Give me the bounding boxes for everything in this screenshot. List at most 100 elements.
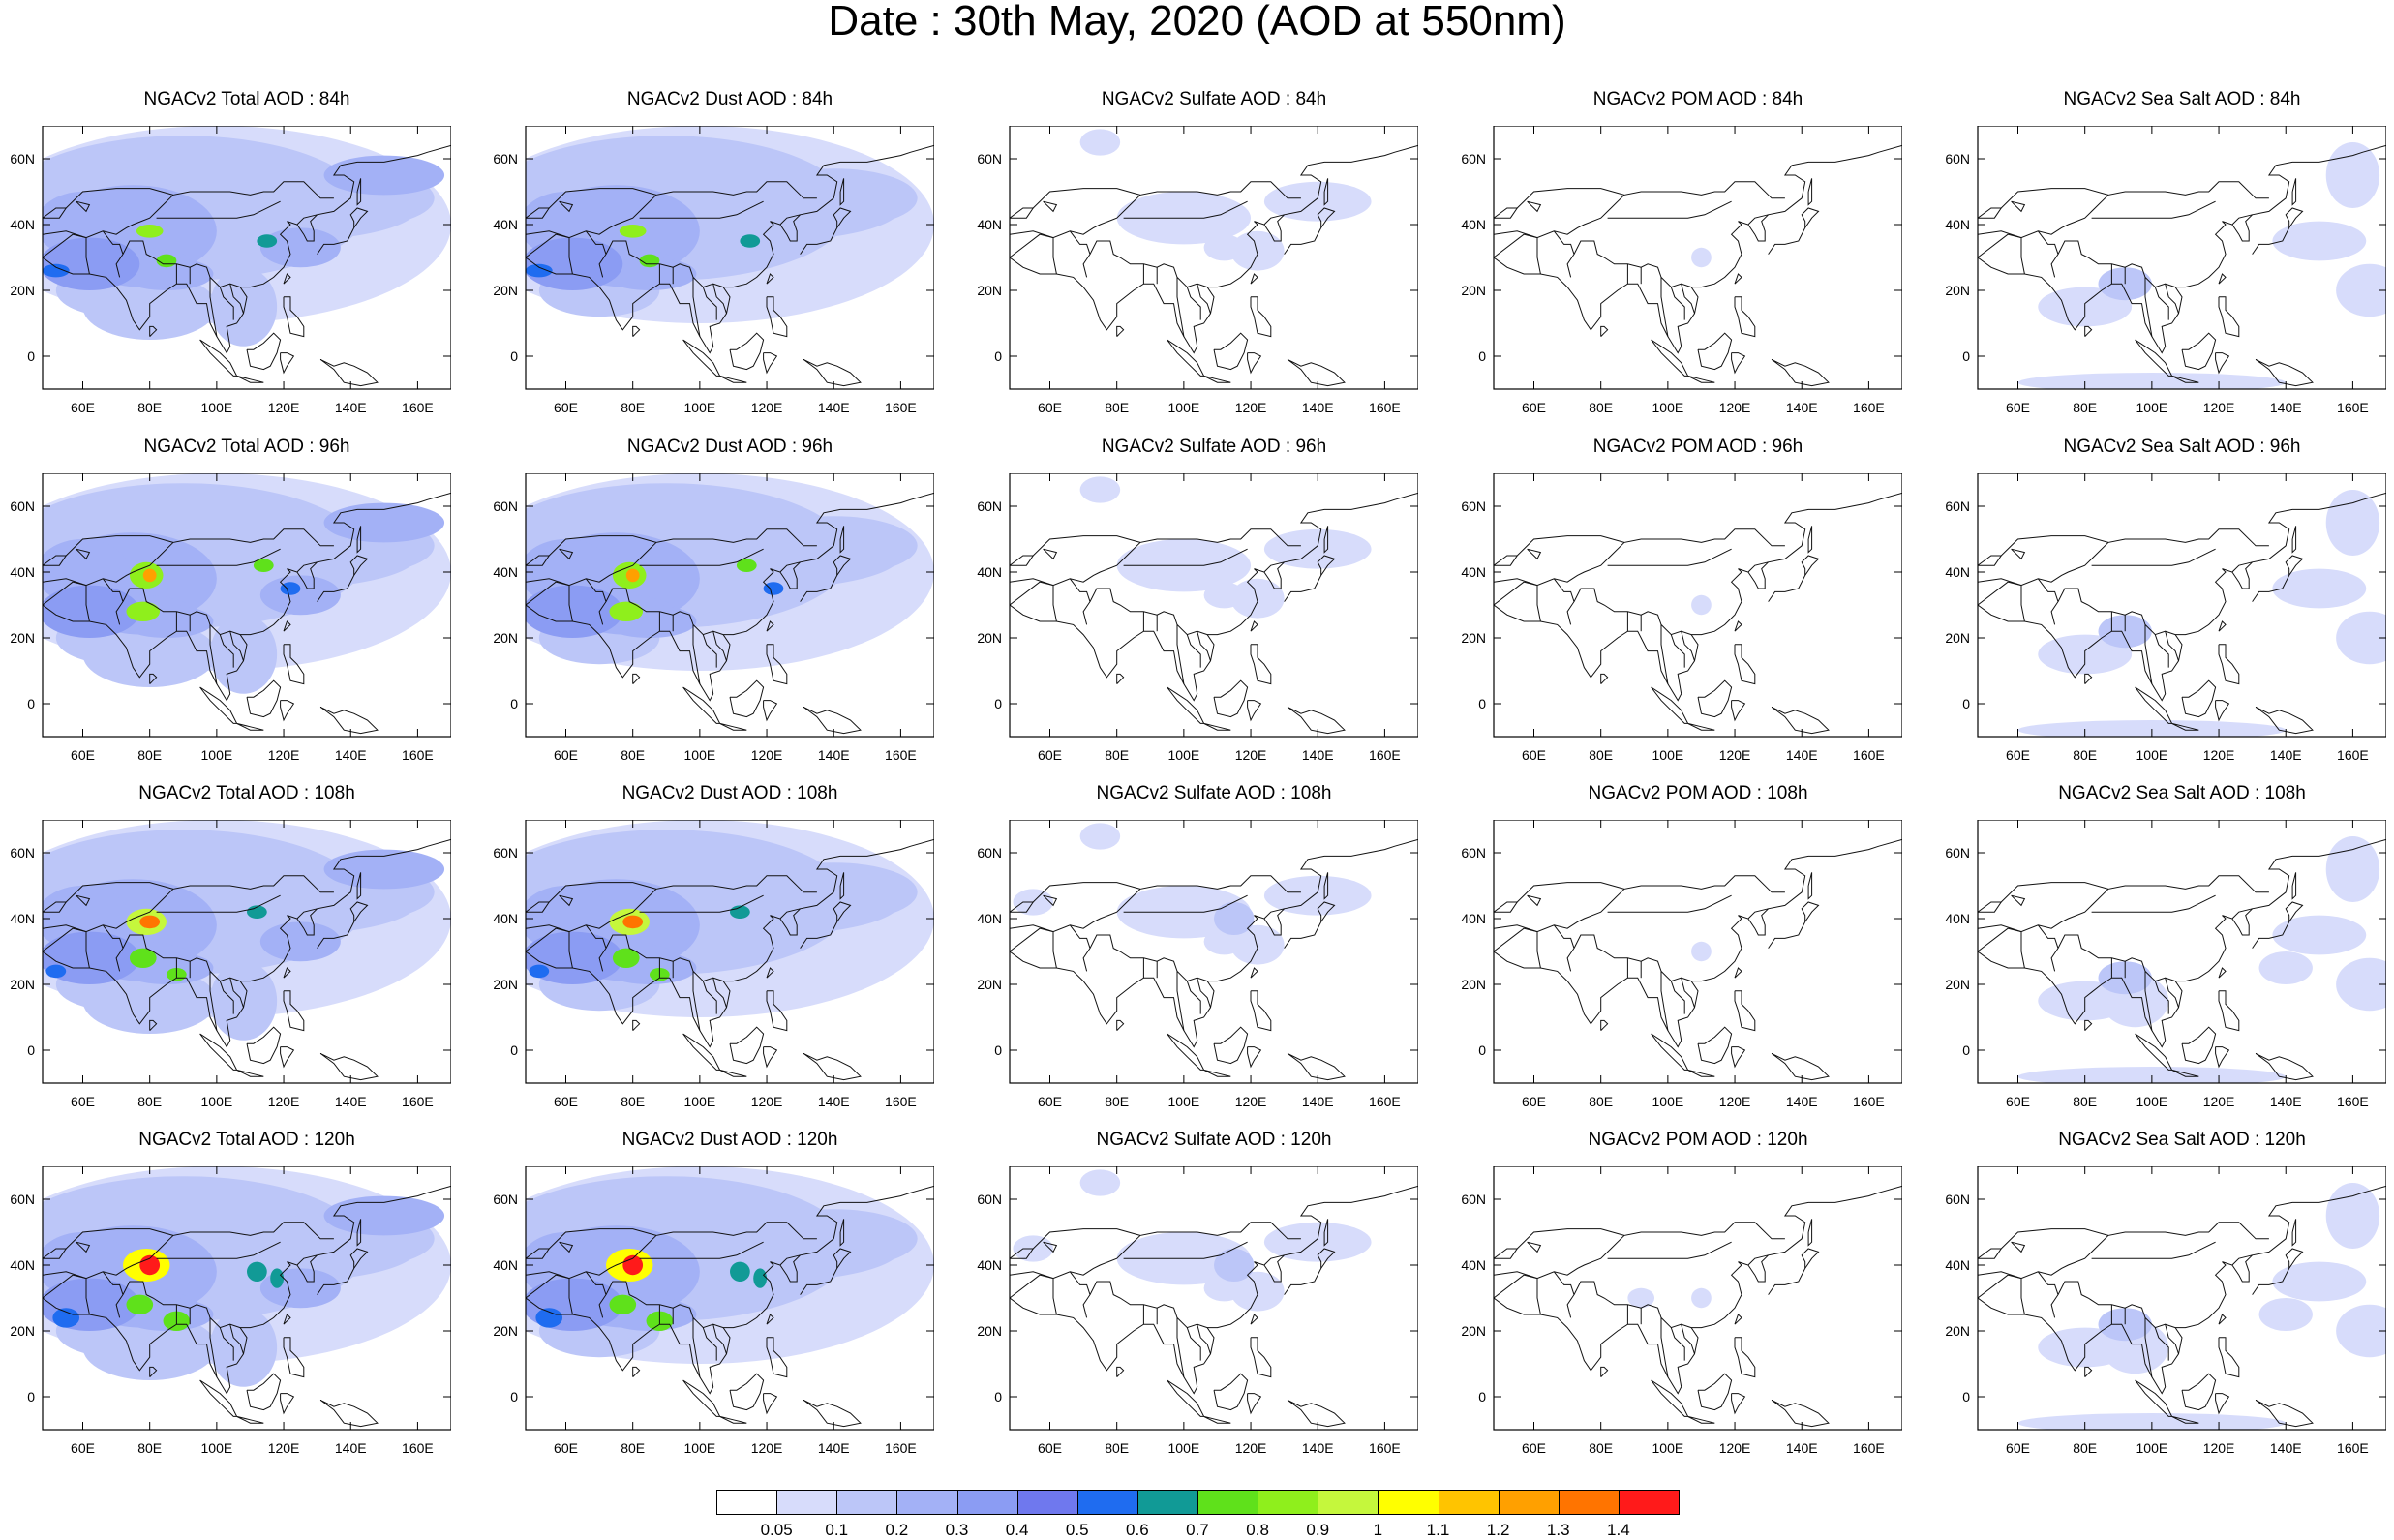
- coastline-segment: [763, 352, 778, 375]
- colorbar-swatch: [776, 1490, 838, 1515]
- coastline-segment: [1807, 872, 1813, 900]
- coastline-segment: [1681, 978, 1695, 1008]
- coastline-segment: [1734, 1337, 1756, 1378]
- coastline-segment: [605, 588, 724, 636]
- coastline-segment: [1978, 144, 2386, 354]
- x-tick-label: 160E: [885, 1440, 917, 1456]
- colorbar-swatch: [956, 1490, 1018, 1515]
- x-tick-label: 100E: [1168, 400, 1200, 415]
- x-tick-label: 80E: [1105, 1440, 1129, 1456]
- coastline-segment: [1670, 287, 1685, 320]
- coastline-segment: [1681, 631, 1695, 661]
- coastline-segment: [1687, 375, 1715, 383]
- coastline-segment: [246, 1026, 282, 1065]
- coastline-segment: [1978, 492, 2386, 702]
- aod-cell: [1263, 181, 1372, 222]
- y-tick-label: 0: [1962, 696, 1970, 711]
- coastline-segment: [1607, 1241, 1732, 1259]
- coastline-segment: [1010, 492, 1418, 702]
- coastlines: [43, 838, 451, 1081]
- panel-title: NGACv2 Sulfate AOD : 84h: [1101, 89, 1327, 109]
- y-tick-label: 20N: [1461, 977, 1486, 992]
- y-tick-label: 0: [510, 1042, 518, 1058]
- coastline-segment: [2291, 872, 2297, 900]
- coastline-segment: [1600, 673, 1609, 684]
- map-panel: 60E 80E 100E 120E 140E 160E 60N 40N 20N 0: [1945, 473, 2386, 763]
- x-tick-label: 160E: [2337, 1440, 2369, 1456]
- aod-cell: [753, 1268, 768, 1288]
- map-frame: [1493, 820, 1902, 1084]
- y-tick-label: 40N: [1461, 911, 1486, 926]
- coastline-segment: [1250, 644, 1272, 685]
- coastline-segment: [1536, 1278, 1541, 1315]
- coastline-segment: [2215, 700, 2230, 722]
- coastline-segment: [1176, 624, 1185, 684]
- panel-title: NGACv2 Sea Salt AOD : 120h: [2058, 1130, 2306, 1150]
- x-tick-label: 120E: [268, 747, 300, 763]
- coastline-segment: [766, 620, 774, 632]
- aod-cell: [259, 921, 341, 962]
- coastline-segment: [559, 548, 574, 560]
- panel-title: NGACv2 Sea Salt AOD : 84h: [2063, 89, 2301, 109]
- aod-cell: [259, 575, 341, 616]
- x-tick-label: 100E: [1652, 1440, 1684, 1456]
- coastline-segment: [43, 1222, 334, 1280]
- coastline-segment: [229, 631, 244, 661]
- y-tick-label: 40N: [1461, 1257, 1486, 1273]
- y-tick-label: 60N: [493, 151, 518, 166]
- coastline-segment: [85, 931, 90, 969]
- y-tick-label: 0: [510, 696, 518, 711]
- aod-cell: [625, 568, 640, 583]
- coastline-segment: [1978, 1248, 2003, 1259]
- coastline-segment: [1052, 931, 1057, 969]
- coastline-segment: [2154, 634, 2169, 668]
- coastline-segment: [1494, 207, 1519, 219]
- y-tick-label: 60N: [10, 498, 35, 514]
- coastline-segment: [1687, 722, 1715, 731]
- coastlines: [43, 144, 451, 387]
- coastline-segment: [356, 1219, 362, 1247]
- map-frame: [1977, 1166, 2386, 1431]
- y-tick-label: 40N: [977, 217, 1002, 232]
- coastline-segment: [568, 1278, 573, 1315]
- colorbar-swatch: [836, 1490, 898, 1515]
- x-tick-label: 80E: [1589, 400, 1613, 415]
- coastline-segment: [1250, 1337, 1272, 1378]
- x-tick-label: 120E: [1719, 1440, 1751, 1456]
- coastline-segment: [76, 548, 91, 560]
- x-tick-label: 100E: [1652, 1094, 1684, 1109]
- coastline-segment: [2000, 882, 2109, 903]
- y-tick-label: 0: [994, 348, 1002, 364]
- coastline-segment: [1978, 901, 2003, 913]
- coastline-segment: [2084, 1366, 2093, 1377]
- x-tick-label: 80E: [2073, 1440, 2097, 1456]
- x-tick-label: 140E: [1302, 1094, 1334, 1109]
- coastline-segment: [1052, 1278, 1057, 1315]
- aod-field: [1691, 594, 1712, 616]
- coastline-segment: [526, 1274, 570, 1299]
- x-tick-label: 120E: [751, 1094, 783, 1109]
- coastline-segment: [1284, 901, 1336, 949]
- colorbar: [716, 1490, 1680, 1517]
- coastline-segment: [43, 1185, 451, 1395]
- coastline-segment: [2291, 526, 2297, 554]
- map-panel: 60E 80E 100E 120E 140E 160E 60N 40N 20N 0: [1461, 1166, 1902, 1456]
- coastline-segment: [729, 332, 765, 371]
- y-tick-label: 20N: [1461, 283, 1486, 298]
- aod-cell: [209, 961, 278, 1041]
- coastline-segment: [559, 894, 574, 907]
- coastline-segment: [1250, 273, 1258, 285]
- x-tick-label: 160E: [2337, 747, 2369, 763]
- colorbar-swatch: [1618, 1490, 1680, 1515]
- aod-cell: [526, 1278, 623, 1331]
- aod-cell: [1079, 1169, 1121, 1196]
- coastline-segment: [1771, 1399, 1830, 1428]
- aod-cell: [43, 931, 140, 984]
- coastline-segment: [229, 284, 244, 314]
- aod-cell: [1263, 1222, 1372, 1262]
- x-tick-label: 60E: [554, 400, 578, 415]
- coastline-segment: [605, 1281, 724, 1329]
- coastline-segment: [2144, 971, 2153, 1031]
- aod-cell: [763, 582, 784, 595]
- aod-cell: [1230, 578, 1285, 619]
